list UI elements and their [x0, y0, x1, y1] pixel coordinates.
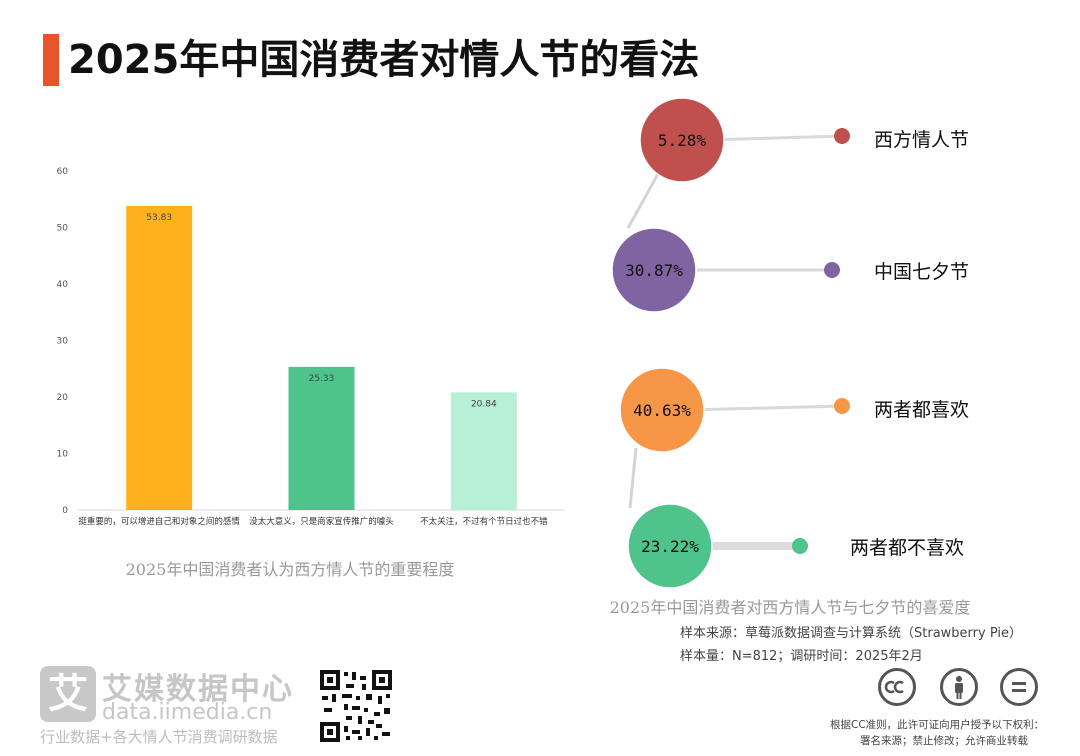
bar — [126, 205, 193, 510]
sample-note: 样本量：N=812；调研时间：2025年2月 — [680, 649, 923, 664]
connector-line — [628, 447, 638, 509]
y-tick-label: 20 — [57, 393, 69, 403]
no-derivatives-icon — [1000, 668, 1038, 706]
category-label: 中国七夕节 — [874, 261, 969, 283]
source-note: 样本来源：草莓派数据调查与计算系统（Strawberry Pie） — [680, 626, 1022, 641]
x-tick-label: 不太关注，不过有个节日过也不错 — [420, 516, 548, 527]
bar — [288, 366, 355, 510]
license-rights-text: 署名来源；禁止修改；允许商业转载 — [860, 735, 1028, 747]
bubble — [611, 227, 697, 313]
attribution-person-icon — [940, 668, 978, 706]
bubble — [639, 97, 725, 183]
y-tick-label: 0 — [62, 506, 68, 516]
logo-tagline: 行业数据+各大情人节消费调研数据 — [40, 728, 278, 746]
bubble-value-label: 30.87% — [625, 261, 683, 280]
bubble-chart: 5.28% 西方情人节 30.87% 中国七夕节 40.63% 两者都喜欢 23.22% 两者… — [611, 97, 969, 589]
category-label: 两者都喜欢 — [874, 399, 969, 421]
bar-value-label: 20.84 — [471, 399, 497, 409]
bubble — [619, 367, 705, 453]
bar-value-label: 25.33 — [309, 374, 335, 384]
connector-line — [626, 173, 660, 229]
logo-name: 艾媒数据中心 — [102, 672, 294, 707]
y-tick-label: 60 — [57, 167, 69, 177]
page-title: 2025年中国消费者对情人节的看法 — [68, 37, 700, 83]
leader-line — [707, 134, 843, 142]
creative-commons-icon — [878, 668, 916, 706]
y-tick-label: 10 — [57, 450, 69, 460]
license-text: 根据CC准则，此许可证向用户授予以下权利： — [830, 719, 1045, 731]
x-tick-label: 挺重要的，可以增进自己和对象之间的感情 — [78, 516, 240, 527]
bar-value-label: 53.83 — [146, 213, 172, 223]
legend-dot — [824, 262, 840, 278]
bubble-value-label: 40.63% — [633, 401, 691, 420]
y-tick-label: 50 — [57, 224, 69, 234]
bubble — [627, 503, 713, 589]
bar — [450, 392, 517, 510]
leader-line — [687, 404, 843, 412]
legend-dot — [792, 538, 808, 554]
bubble-value-label: 23.22% — [641, 537, 699, 556]
bubble-chart-caption: 2025年中国消费者对西方情人节与七夕节的喜爱度 — [609, 598, 971, 617]
category-label: 两者都不喜欢 — [850, 537, 964, 559]
logo-url: data.iimedia.cn — [102, 700, 273, 725]
bar-chart: 0 10 20 30 40 50 60 53.83 挺重要的，可以增进自己和对象之间的感情 25.… — [57, 167, 565, 527]
iimedia-logo-mark: 艾 — [40, 666, 96, 722]
title-accent-bar — [43, 34, 59, 86]
legend-dot — [834, 128, 850, 144]
qr-code-icon — [318, 668, 394, 744]
bar-chart-caption: 2025年中国消费者认为西方情人节的重要程度 — [125, 560, 455, 579]
y-tick-label: 40 — [57, 280, 69, 290]
x-tick-label: 没太大意义，只是商家宣传推广的噱头 — [249, 516, 394, 527]
legend-dot — [834, 398, 850, 414]
category-label: 西方情人节 — [874, 129, 969, 151]
y-tick-label: 30 — [57, 337, 69, 347]
bubble-value-label: 5.28% — [658, 131, 707, 150]
